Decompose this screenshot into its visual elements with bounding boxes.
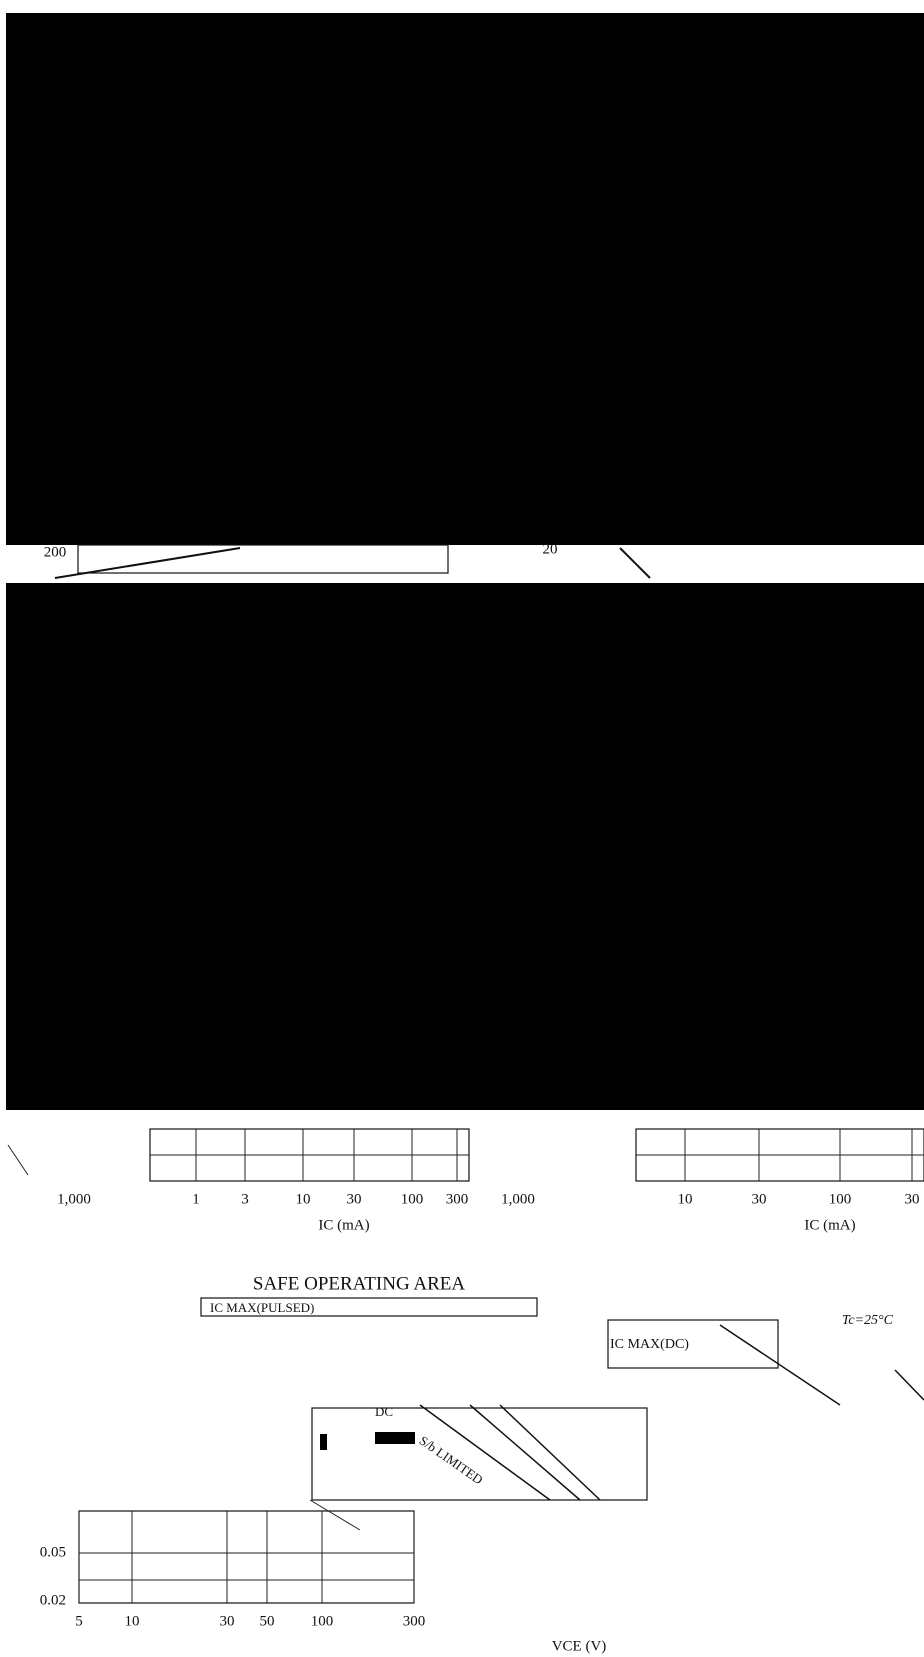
limit-line bbox=[309, 1499, 361, 1531]
annotation: IC MAX(DC) bbox=[610, 1337, 689, 1352]
tick-label: 200 bbox=[44, 544, 67, 560]
tick-label: 30 bbox=[220, 1613, 235, 1629]
lower-plot bbox=[78, 1499, 415, 1604]
tick-label: 10 bbox=[296, 1191, 311, 1207]
redacted-block bbox=[6, 13, 924, 545]
tick-label: 100 bbox=[311, 1613, 334, 1629]
tick-label: 0.02 bbox=[40, 1592, 66, 1608]
top-strip: 200 20 bbox=[44, 541, 651, 579]
tick-label: 50 bbox=[260, 1613, 275, 1629]
middle-strip: 1,000 IC (mA) IC (mA) bbox=[7, 1128, 924, 1233]
limit-line bbox=[469, 1404, 581, 1501]
mark bbox=[320, 1434, 327, 1450]
axis-label: IC (mA) bbox=[804, 1217, 855, 1233]
tick-label: 300 bbox=[446, 1191, 469, 1207]
axis-label: VCE (V) bbox=[552, 1638, 607, 1654]
limit-line bbox=[419, 1404, 551, 1501]
curve bbox=[619, 547, 651, 579]
tick-label: 0.05 bbox=[40, 1544, 66, 1560]
tick-label: 1 bbox=[192, 1191, 200, 1207]
limit-line bbox=[894, 1369, 924, 1401]
limit-line bbox=[499, 1404, 601, 1501]
tick-label: 10 bbox=[678, 1191, 693, 1207]
tick-label: 100 bbox=[829, 1191, 852, 1207]
plot-frame bbox=[77, 544, 449, 574]
tick-label: 300 bbox=[403, 1613, 426, 1629]
curve bbox=[54, 547, 241, 579]
mark bbox=[375, 1432, 415, 1444]
plot-frame bbox=[311, 1407, 648, 1501]
annotation: Tc=25°C bbox=[842, 1313, 894, 1328]
tick-label: 5 bbox=[75, 1613, 83, 1629]
tick-label: 1,000 bbox=[501, 1191, 535, 1207]
annotation: DC bbox=[375, 1404, 393, 1419]
tick-label: 30 bbox=[347, 1191, 362, 1207]
label-box bbox=[607, 1319, 779, 1369]
title: SAFE OPERATING AREA bbox=[253, 1273, 465, 1294]
tick-label: 30 bbox=[905, 1191, 920, 1207]
limit-line bbox=[719, 1324, 841, 1406]
redacted-block bbox=[6, 583, 924, 1110]
tick-label: 10 bbox=[125, 1613, 140, 1629]
tick-label: 30 bbox=[752, 1191, 767, 1207]
curve bbox=[7, 1144, 29, 1176]
tick-label: 1,000 bbox=[57, 1191, 91, 1207]
tick-label: 20 bbox=[543, 541, 558, 557]
axis-label: IC (mA) bbox=[318, 1217, 369, 1233]
annotation: IC MAX(PULSED) bbox=[210, 1300, 314, 1315]
tick-label: 100 bbox=[401, 1191, 424, 1207]
label-box bbox=[200, 1297, 538, 1317]
tick-label: 3 bbox=[241, 1191, 249, 1207]
